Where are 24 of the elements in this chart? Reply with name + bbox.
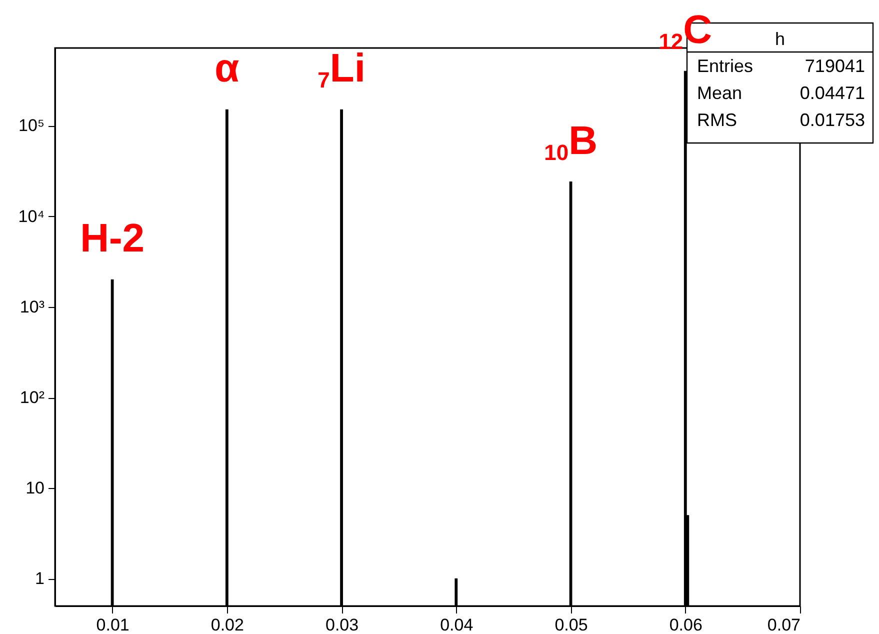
x-tick-label: 0.02 <box>210 616 244 634</box>
y-tick-label: 10 <box>26 478 44 498</box>
y-tick-label: 10² <box>20 388 45 408</box>
y-tick-label: 10³ <box>20 297 45 316</box>
annotation: $_{7}$Li <box>318 46 366 92</box>
annotation: H-2 <box>80 216 145 261</box>
x-tick-label: 0.04 <box>440 616 474 634</box>
annotation: 0.01753 <box>800 110 865 130</box>
annotation: $_{10}$B <box>544 118 598 164</box>
annotation: 0.04471 <box>800 83 865 103</box>
x-tick-label: 0.03 <box>325 616 359 634</box>
annotation: h <box>774 29 786 49</box>
annotation: Mean <box>697 83 742 103</box>
x-tick-label: 0.07 <box>767 616 800 634</box>
y-tick-label: 10⁴ <box>18 206 44 226</box>
text: 719041 <box>804 56 865 76</box>
y-tick-label: 1 <box>35 569 44 588</box>
y-tick-label: 10⁵ <box>18 116 44 136</box>
x-tick-label: 0.01 <box>96 616 130 634</box>
x-tick-label: 0.05 <box>554 616 588 634</box>
x-tick-label: 0.06 <box>669 616 702 634</box>
annotation: Entries <box>697 56 754 76</box>
annotation: RMS <box>697 110 737 130</box>
annotation: α <box>214 46 240 91</box>
